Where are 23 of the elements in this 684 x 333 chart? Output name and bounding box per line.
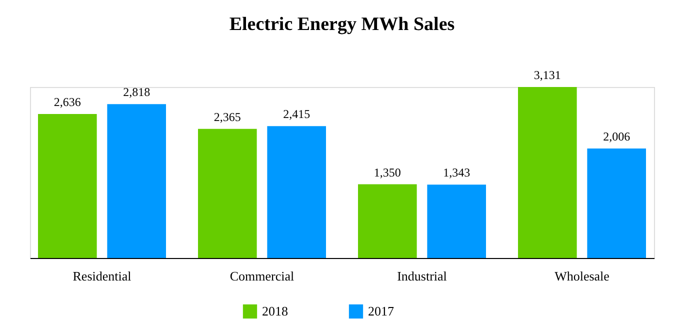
legend-label: 2017	[368, 303, 394, 318]
chart-title: Electric Energy MWh Sales	[229, 14, 455, 35]
x-tick-label: Industrial	[397, 268, 448, 284]
legend-label: 2018	[262, 303, 288, 318]
bar	[587, 148, 646, 258]
data-label: 1,343	[443, 166, 470, 180]
data-label: 2,006	[603, 129, 630, 144]
bar	[427, 184, 486, 258]
data-label: 2,365	[214, 110, 241, 124]
x-tick-label: Wholesale	[554, 268, 610, 284]
x-tick-label: Commercial	[230, 268, 295, 284]
bar	[358, 184, 417, 258]
data-label: 2,415	[283, 107, 310, 122]
data-label: 1,350	[374, 165, 401, 180]
data-label: 2,818	[123, 85, 150, 100]
bar	[198, 128, 257, 258]
bar	[267, 126, 326, 258]
bar	[38, 114, 97, 258]
data-label: 2,636	[54, 95, 81, 110]
bar	[518, 87, 577, 258]
x-tick-label: Residential	[72, 268, 132, 284]
data-label: 3,131	[534, 68, 561, 82]
bar	[107, 104, 166, 258]
